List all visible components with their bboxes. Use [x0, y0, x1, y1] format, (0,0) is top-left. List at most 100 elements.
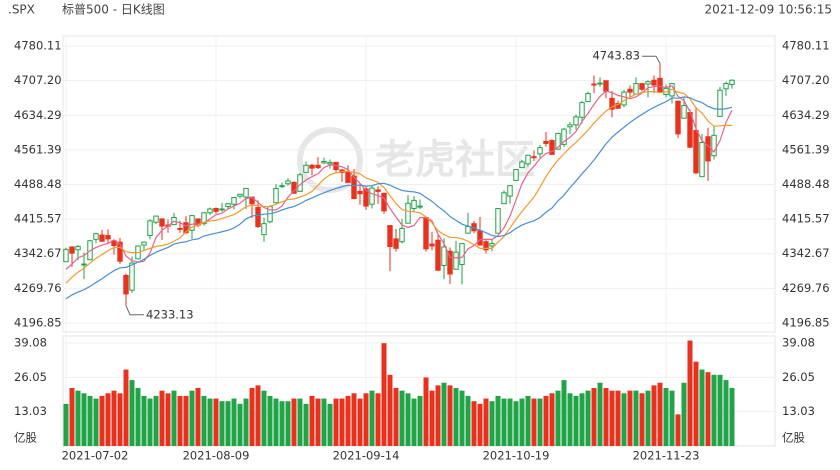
candle-body	[429, 243, 435, 247]
volume-bar	[81, 393, 87, 446]
volume-bar	[483, 398, 489, 446]
candle-body	[639, 83, 645, 90]
candle-body	[387, 225, 393, 247]
volume-bar	[405, 393, 411, 446]
x-tick-label: 2021-10-19	[483, 449, 550, 463]
volume-bar	[429, 390, 435, 446]
volume-bar	[321, 398, 327, 446]
volume-bar	[261, 390, 267, 446]
y-tick-label: 4196.85	[14, 316, 62, 330]
volume-bar	[255, 385, 261, 446]
volume-bar	[609, 390, 615, 446]
volume-bar	[207, 398, 213, 446]
candle-body	[75, 245, 81, 251]
candle-body	[93, 233, 99, 240]
y-tick-label: 4415.57	[14, 212, 62, 226]
candle-body	[531, 156, 537, 159]
candle-body	[711, 134, 717, 157]
y-tick-label: 4488.48	[782, 177, 830, 191]
candle-body	[477, 230, 483, 246]
volume-bar	[615, 390, 621, 446]
candle-body	[555, 132, 561, 150]
volume-bar	[567, 393, 573, 446]
volume-bar	[513, 401, 519, 446]
candle-body	[99, 234, 105, 242]
volume-bar	[159, 390, 165, 446]
candle-body	[723, 83, 729, 90]
candle-body	[483, 241, 489, 251]
volume-bar	[393, 388, 399, 446]
candle-body	[189, 215, 195, 231]
volume-bar	[507, 398, 513, 446]
candle-body	[363, 188, 369, 207]
candle-body	[453, 251, 459, 270]
y-tick-label: 4488.48	[14, 177, 62, 191]
volume-bar	[633, 390, 639, 446]
volume-bar	[147, 398, 153, 446]
x-tick-label: 2021-07-02	[62, 449, 129, 463]
candle-body	[585, 93, 591, 103]
volume-bar	[465, 395, 471, 446]
candle-body	[645, 81, 651, 85]
candle-body	[507, 185, 513, 197]
volume-bar	[201, 395, 207, 446]
candle-body	[705, 136, 711, 162]
candle-body	[549, 140, 555, 155]
candle-body	[501, 192, 507, 205]
low-annotation: 4233.13	[146, 307, 194, 321]
chart-name: 标普500 - 日K线图	[62, 3, 165, 17]
candle-body	[207, 208, 213, 214]
candle-body	[153, 215, 159, 223]
volume-bar	[399, 390, 405, 446]
volume-bar	[681, 382, 687, 446]
volume-bar	[657, 382, 663, 446]
candle-body	[525, 154, 531, 165]
volume-bar	[117, 393, 123, 446]
candle-body	[105, 235, 111, 240]
x-tick-label: 2021-09-14	[333, 449, 400, 463]
candle-body	[417, 205, 423, 208]
volume-bar	[375, 393, 381, 446]
volume-bar	[135, 388, 141, 446]
volume-bar	[213, 398, 219, 446]
volume-bar	[387, 374, 393, 446]
y-tick-label: 4196.85	[782, 316, 830, 330]
y-tick-label: 4269.76	[782, 281, 830, 295]
volume-bar	[579, 393, 585, 446]
volume-bar	[603, 388, 609, 446]
candle-body	[141, 241, 147, 246]
volume-bar	[153, 395, 159, 446]
candle-body	[147, 220, 153, 237]
volume-bar	[717, 374, 723, 446]
volume-bar	[669, 390, 675, 446]
annotation-leader	[642, 55, 661, 64]
volume-bar	[597, 382, 603, 446]
candle-body	[177, 227, 183, 230]
volume-bar	[501, 398, 507, 446]
y-tick-label: 4561.39	[782, 142, 830, 156]
volume-bar	[171, 390, 177, 446]
moving-average-line	[65, 85, 733, 270]
volume-bar	[699, 369, 705, 446]
x-tick-label: 2021-08-09	[183, 449, 250, 463]
volume-bar	[459, 390, 465, 446]
volume-bar	[675, 414, 681, 446]
candle-body	[81, 263, 87, 266]
volume-bar	[519, 398, 525, 446]
y-tick-label: 26.05	[14, 370, 47, 384]
candle-body	[579, 102, 585, 118]
candle-body	[489, 243, 495, 247]
candle-body	[603, 80, 609, 92]
volume-bar	[327, 403, 333, 446]
y-tick-label: 4707.20	[782, 73, 830, 87]
volume-bar	[105, 393, 111, 446]
volume-bar	[291, 398, 297, 446]
volume-bar	[573, 395, 579, 446]
candle-body	[159, 218, 165, 227]
y-tick-label: 4634.29	[14, 108, 62, 122]
moving-average-line	[65, 96, 733, 300]
volume-bar	[75, 390, 81, 446]
volume-bar	[63, 403, 69, 446]
candle-body	[261, 223, 267, 236]
moving-average-line	[65, 88, 732, 284]
